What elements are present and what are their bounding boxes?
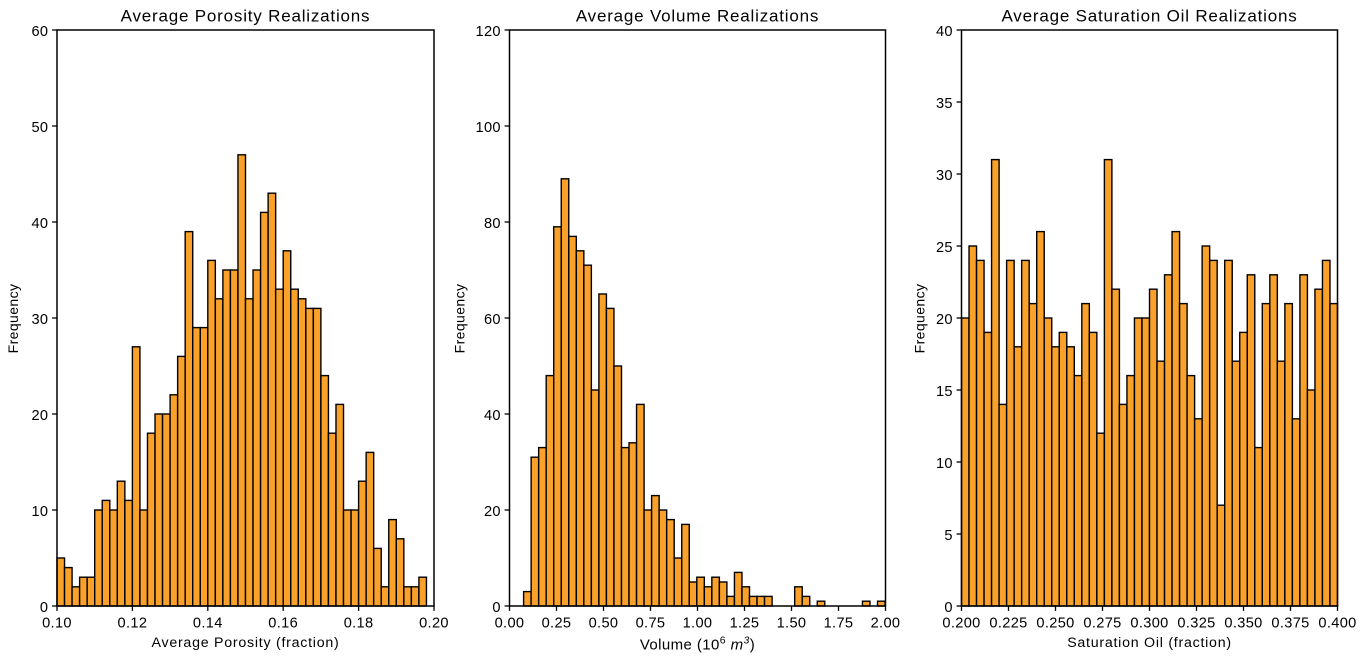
svg-text:Volume (106 m3): Volume (106 m3) <box>640 635 755 654</box>
svg-text:25: 25 <box>936 240 953 256</box>
svg-text:Average Porosity (fraction): Average Porosity (fraction) <box>152 635 340 651</box>
svg-text:0: 0 <box>492 600 500 616</box>
svg-text:0.00: 0.00 <box>495 616 525 632</box>
svg-text:0.25: 0.25 <box>542 616 572 632</box>
svg-text:0.18: 0.18 <box>344 616 374 632</box>
svg-text:0.75: 0.75 <box>636 616 666 632</box>
svg-text:10: 10 <box>31 504 48 520</box>
svg-text:40: 40 <box>936 24 953 40</box>
svg-text:Average Saturation Oil Realiza: Average Saturation Oil Realizations <box>1001 6 1297 25</box>
svg-text:0: 0 <box>40 600 48 616</box>
svg-text:20: 20 <box>484 504 501 520</box>
svg-text:Average Porosity Realizations: Average Porosity Realizations <box>121 6 371 25</box>
svg-text:0.225: 0.225 <box>989 616 1027 632</box>
svg-text:Average Volume Realizations: Average Volume Realizations <box>576 6 819 25</box>
svg-text:5: 5 <box>944 528 952 544</box>
svg-text:2.00: 2.00 <box>871 616 901 632</box>
svg-text:40: 40 <box>484 408 501 424</box>
svg-text:0.10: 0.10 <box>42 616 72 632</box>
svg-text:0.12: 0.12 <box>117 616 147 632</box>
svg-text:0.250: 0.250 <box>1036 616 1074 632</box>
svg-text:0: 0 <box>944 600 952 616</box>
svg-text:0.375: 0.375 <box>1271 616 1309 632</box>
svg-text:1.75: 1.75 <box>824 616 854 632</box>
svg-text:40: 40 <box>31 216 48 232</box>
svg-text:35: 35 <box>936 96 953 112</box>
svg-text:0.275: 0.275 <box>1083 616 1121 632</box>
svg-text:0.325: 0.325 <box>1177 616 1215 632</box>
svg-text:0.16: 0.16 <box>268 616 298 632</box>
svg-text:0.200: 0.200 <box>942 616 980 632</box>
svg-text:50: 50 <box>31 120 48 136</box>
svg-text:0.20: 0.20 <box>419 616 449 632</box>
svg-text:100: 100 <box>475 120 500 136</box>
svg-text:Frequency: Frequency <box>912 284 928 354</box>
svg-text:15: 15 <box>936 384 953 400</box>
svg-text:20: 20 <box>31 408 48 424</box>
svg-text:Saturation Oil (fraction): Saturation Oil (fraction) <box>1067 635 1232 651</box>
svg-text:0.400: 0.400 <box>1318 616 1356 632</box>
svg-text:Frequency: Frequency <box>5 284 21 354</box>
svg-text:0.300: 0.300 <box>1130 616 1168 632</box>
svg-text:1.50: 1.50 <box>777 616 807 632</box>
svg-text:1.00: 1.00 <box>683 616 713 632</box>
svg-text:1.25: 1.25 <box>730 616 760 632</box>
svg-text:30: 30 <box>936 168 953 184</box>
svg-text:30: 30 <box>31 312 48 328</box>
svg-text:20: 20 <box>936 312 953 328</box>
svg-text:10: 10 <box>936 456 953 472</box>
svg-text:80: 80 <box>484 216 501 232</box>
svg-text:60: 60 <box>31 24 48 40</box>
svg-text:120: 120 <box>475 24 500 40</box>
svg-text:0.350: 0.350 <box>1224 616 1262 632</box>
svg-text:Frequency: Frequency <box>452 284 468 354</box>
svg-text:0.14: 0.14 <box>193 616 223 632</box>
svg-text:0.50: 0.50 <box>589 616 619 632</box>
svg-text:60: 60 <box>484 312 501 328</box>
